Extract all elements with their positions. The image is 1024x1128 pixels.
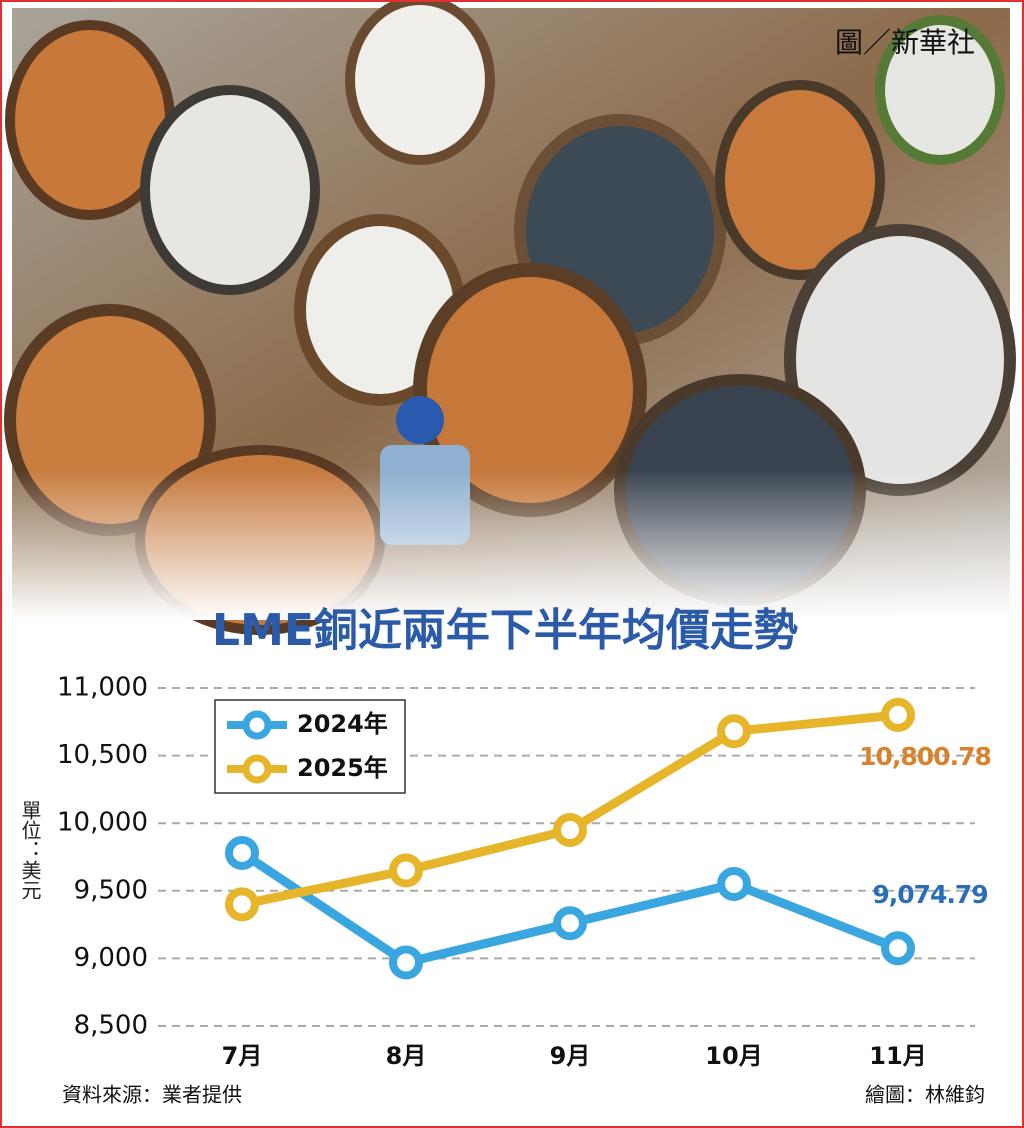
y-axis-label: 單位：美元	[18, 800, 42, 900]
x-tick-label: 11月	[869, 1042, 926, 1070]
spool	[875, 15, 1005, 165]
data-point	[553, 906, 587, 941]
y-tick-label: 9,500	[74, 875, 148, 905]
legend-label: 2024年	[297, 710, 388, 738]
y-tick-label: 8,500	[74, 1011, 148, 1041]
graphic-credit: 繪圖：林維鈞	[865, 1083, 985, 1107]
x-tick-label: 10月	[705, 1042, 762, 1070]
data-point	[389, 853, 423, 888]
spool	[715, 80, 885, 280]
worker-helmet	[396, 396, 444, 444]
legend-marker	[242, 754, 272, 784]
value-label: 10,800.78	[859, 742, 991, 771]
x-tick-label: 8月	[386, 1042, 427, 1070]
y-tick-label: 10,500	[57, 740, 148, 770]
data-point	[881, 931, 915, 966]
photo-credit: 圖／新華社	[835, 26, 975, 59]
legend-marker	[242, 710, 272, 740]
spool	[140, 85, 320, 295]
data-point	[717, 867, 751, 902]
chart-title: LME銅近兩年下半年均價走勢	[212, 605, 798, 656]
data-point	[225, 835, 259, 870]
y-tick-label: 11,000	[57, 673, 148, 703]
y-tick-label: 10,000	[57, 808, 148, 838]
spool	[345, 0, 495, 165]
x-tick-label: 7月	[222, 1042, 263, 1070]
source: 資料來源：業者提供	[62, 1083, 242, 1107]
data-point	[717, 714, 751, 749]
data-point	[881, 697, 915, 732]
photo-fade	[12, 470, 1010, 620]
y-tick-label: 9,000	[74, 943, 148, 973]
data-point	[225, 887, 259, 922]
photo	[4, 0, 1016, 635]
value-label: 9,074.79	[872, 880, 987, 909]
x-tick-label: 9月	[550, 1042, 591, 1070]
data-point	[553, 812, 587, 847]
data-point	[389, 945, 423, 980]
legend-label: 2025年	[297, 754, 388, 782]
